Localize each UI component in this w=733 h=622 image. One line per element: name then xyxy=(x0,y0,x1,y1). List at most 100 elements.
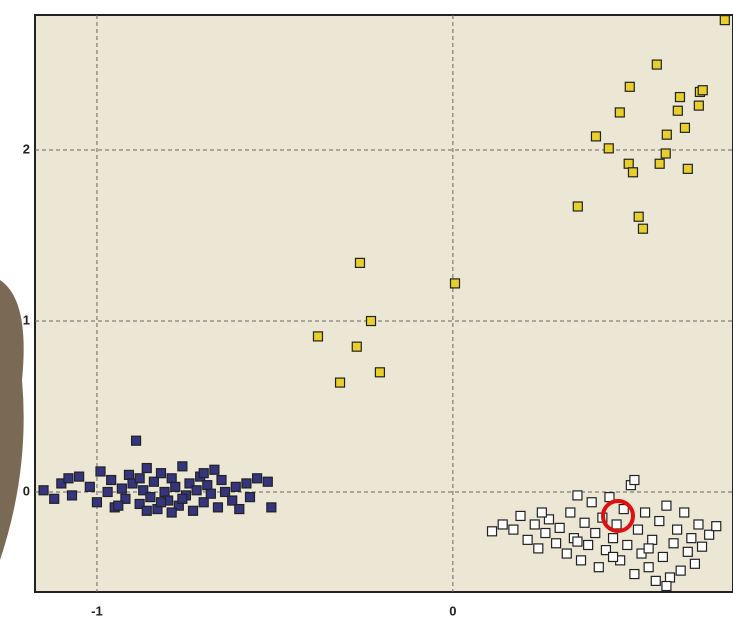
point xyxy=(673,106,682,115)
point xyxy=(673,525,682,534)
point xyxy=(541,529,550,538)
point xyxy=(509,525,518,534)
point xyxy=(160,487,169,496)
point xyxy=(50,494,59,503)
point xyxy=(203,481,212,490)
point xyxy=(573,537,582,546)
point xyxy=(167,474,176,483)
point xyxy=(552,539,561,548)
point xyxy=(352,342,361,351)
background-decor xyxy=(0,280,24,560)
point xyxy=(625,82,634,91)
x-tick-label: -1 xyxy=(91,603,103,618)
point xyxy=(680,123,689,132)
point xyxy=(75,472,84,481)
point xyxy=(651,576,660,585)
point xyxy=(117,484,126,493)
point xyxy=(555,523,564,532)
point xyxy=(253,474,262,483)
point xyxy=(580,518,589,527)
point xyxy=(228,496,237,505)
point xyxy=(652,60,661,69)
point xyxy=(267,503,276,512)
point xyxy=(624,159,633,168)
point xyxy=(615,108,624,117)
point xyxy=(107,476,116,485)
point xyxy=(698,542,707,551)
point xyxy=(135,474,144,483)
point xyxy=(498,520,507,529)
point xyxy=(573,202,582,211)
point xyxy=(355,258,364,267)
point xyxy=(217,476,226,485)
point xyxy=(221,487,230,496)
point xyxy=(658,552,667,561)
point xyxy=(644,563,653,572)
point xyxy=(142,506,151,515)
point xyxy=(712,522,721,531)
point xyxy=(633,525,642,534)
point xyxy=(584,540,593,549)
point xyxy=(683,164,692,173)
point xyxy=(705,530,714,539)
point xyxy=(142,464,151,473)
point xyxy=(210,465,219,474)
point xyxy=(192,486,201,495)
point xyxy=(367,317,376,326)
point xyxy=(609,552,618,561)
point xyxy=(157,469,166,478)
point xyxy=(623,540,632,549)
point xyxy=(336,378,345,387)
point xyxy=(235,505,244,514)
point xyxy=(683,547,692,556)
point xyxy=(604,144,613,153)
point xyxy=(530,520,539,529)
point xyxy=(149,477,158,486)
point xyxy=(114,501,123,510)
chart: -10012 xyxy=(0,0,733,622)
point xyxy=(313,332,322,341)
x-tick-label: 0 xyxy=(449,603,456,618)
point xyxy=(566,508,575,517)
point xyxy=(680,508,689,517)
point xyxy=(124,470,133,479)
point xyxy=(665,573,674,582)
point xyxy=(85,482,94,491)
point xyxy=(103,487,112,496)
point xyxy=(96,467,105,476)
point xyxy=(720,16,729,25)
point xyxy=(516,511,525,520)
point xyxy=(634,212,643,221)
point xyxy=(662,130,671,139)
point xyxy=(644,544,653,553)
point xyxy=(694,101,703,110)
point xyxy=(171,482,180,491)
y-tick-label: 1 xyxy=(23,312,30,327)
point xyxy=(451,279,460,288)
point xyxy=(231,482,240,491)
point xyxy=(189,506,198,515)
point xyxy=(178,494,187,503)
point xyxy=(669,539,678,548)
point xyxy=(534,544,543,553)
point xyxy=(690,559,699,568)
point xyxy=(648,535,657,544)
point xyxy=(638,224,647,233)
point xyxy=(662,501,671,510)
point xyxy=(263,477,272,486)
point xyxy=(157,498,166,507)
point xyxy=(630,476,639,485)
point xyxy=(213,503,222,512)
point xyxy=(178,462,187,471)
y-tick-label: 0 xyxy=(23,483,30,498)
point xyxy=(537,508,546,517)
point xyxy=(488,527,497,536)
point xyxy=(146,493,155,502)
point xyxy=(687,534,696,543)
point xyxy=(577,556,586,565)
point xyxy=(68,491,77,500)
point xyxy=(375,368,384,377)
point xyxy=(245,493,254,502)
point xyxy=(39,486,48,495)
point xyxy=(523,535,532,544)
